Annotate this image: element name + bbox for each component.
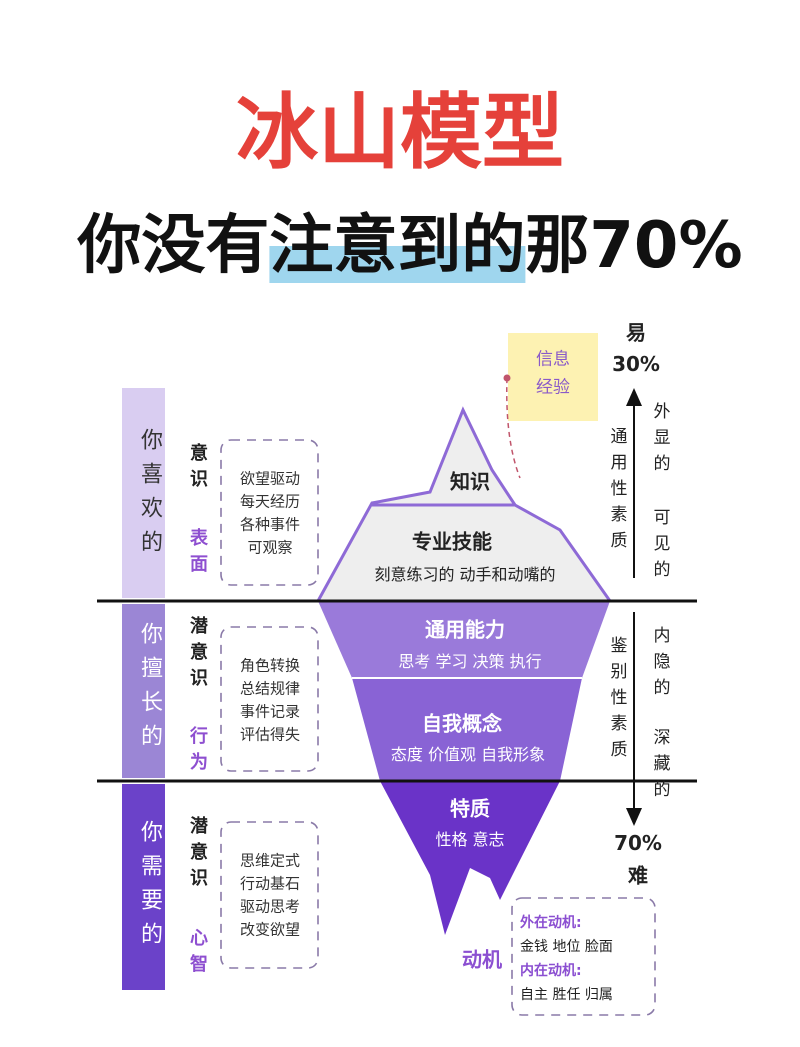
- scale-label: 易: [626, 320, 646, 345]
- sticky-note: [508, 333, 598, 421]
- layer-detail: 思考 学习 决策 执行: [398, 652, 542, 671]
- row-item: 欲望驱动: [239, 469, 301, 488]
- layer-detail: 性格 意志: [435, 830, 505, 849]
- motive-items: 自主 胜任 归属: [520, 987, 613, 1003]
- row-item: 思维定式: [239, 851, 301, 870]
- scale-percent: 30%: [612, 352, 660, 376]
- subtitle-highlight: 注意到的: [269, 209, 526, 283]
- row-item: 每天经历: [239, 492, 301, 511]
- subtitle-part: 你没有: [77, 209, 270, 283]
- row-item: 可观察: [247, 538, 293, 557]
- row-bar: [122, 784, 165, 990]
- layer-name: 知识: [450, 469, 490, 494]
- iceberg-layer: [380, 781, 560, 935]
- layer-name: 专业技能: [412, 529, 492, 554]
- dashed-box: [220, 821, 319, 969]
- level: 潜意识: [187, 616, 208, 694]
- scale-label: 难: [628, 863, 648, 888]
- layer-name: 自我概念: [422, 711, 502, 736]
- row-label: 你喜欢的: [137, 428, 162, 564]
- layer-name: 特质: [450, 796, 490, 821]
- dashed-box: [220, 439, 319, 586]
- subtitle-part: 那70%: [525, 209, 743, 283]
- level: 意识: [187, 443, 208, 495]
- dashed-box: [511, 897, 656, 1016]
- layer-detail: 态度 价值观 自我形象: [390, 745, 546, 764]
- row-item: 评估得失: [239, 725, 301, 744]
- row-item: 各种事件: [239, 515, 301, 534]
- aspect: 心智: [187, 928, 208, 980]
- iceberg-layer: [352, 678, 582, 781]
- row-item: 角色转换: [239, 656, 301, 675]
- connector-dot: [503, 374, 511, 382]
- scale-type: 通用性素质: [606, 427, 627, 557]
- scale-trait: 可见的: [649, 508, 670, 586]
- row-label: 你需要的: [137, 820, 162, 956]
- scale-trait: 深藏的: [649, 728, 670, 806]
- iceberg-outline: [316, 406, 612, 602]
- iceberg-base: 动机: [462, 947, 502, 972]
- note-line: 信息: [536, 349, 570, 370]
- level: 潜意识: [187, 816, 208, 894]
- motive-heading: 外在动机:: [520, 915, 582, 931]
- layer-detail: 刻意练习的 动手和动嘴的: [374, 565, 556, 584]
- row-item: 事件记录: [239, 702, 301, 721]
- layer-name: 通用能力: [425, 617, 505, 642]
- row-bar: [122, 604, 165, 778]
- subtitle: 你没有注意到的那70%: [77, 194, 743, 286]
- scale-trait: 内隐的: [649, 626, 670, 704]
- scale-type: 鉴别性素质: [606, 636, 627, 766]
- row-item: 总结规律: [239, 679, 301, 698]
- scale-percent: 70%: [614, 831, 662, 855]
- dashed-box: [220, 626, 319, 772]
- scale-trait: 外显的: [649, 402, 670, 480]
- aspect: 行为: [187, 726, 208, 778]
- aspect: 表面: [187, 528, 208, 580]
- title: 冰山模型: [235, 85, 565, 181]
- row-item: 驱动思考: [239, 897, 301, 916]
- connector: [506, 377, 521, 479]
- row-bar: [122, 388, 165, 598]
- note-line: 经验: [536, 377, 570, 398]
- row-label: 你擅长的: [137, 622, 162, 758]
- iceberg-layer: [318, 601, 610, 678]
- row-item: 改变欲望: [239, 920, 301, 939]
- motive-heading: 内在动机:: [520, 963, 582, 979]
- motive-items: 金钱 地位 脸面: [520, 939, 613, 955]
- row-item: 行动基石: [239, 874, 301, 893]
